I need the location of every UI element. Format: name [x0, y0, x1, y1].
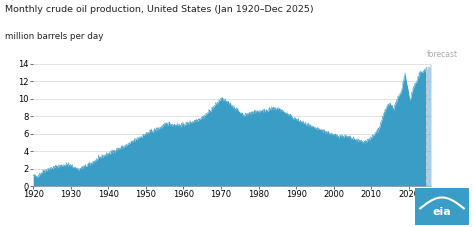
Text: forecast: forecast	[426, 50, 457, 59]
Text: million barrels per day: million barrels per day	[5, 32, 103, 41]
Text: Monthly crude oil production, United States (Jan 1920–Dec 2025): Monthly crude oil production, United Sta…	[5, 5, 313, 14]
Text: eia: eia	[433, 207, 451, 217]
